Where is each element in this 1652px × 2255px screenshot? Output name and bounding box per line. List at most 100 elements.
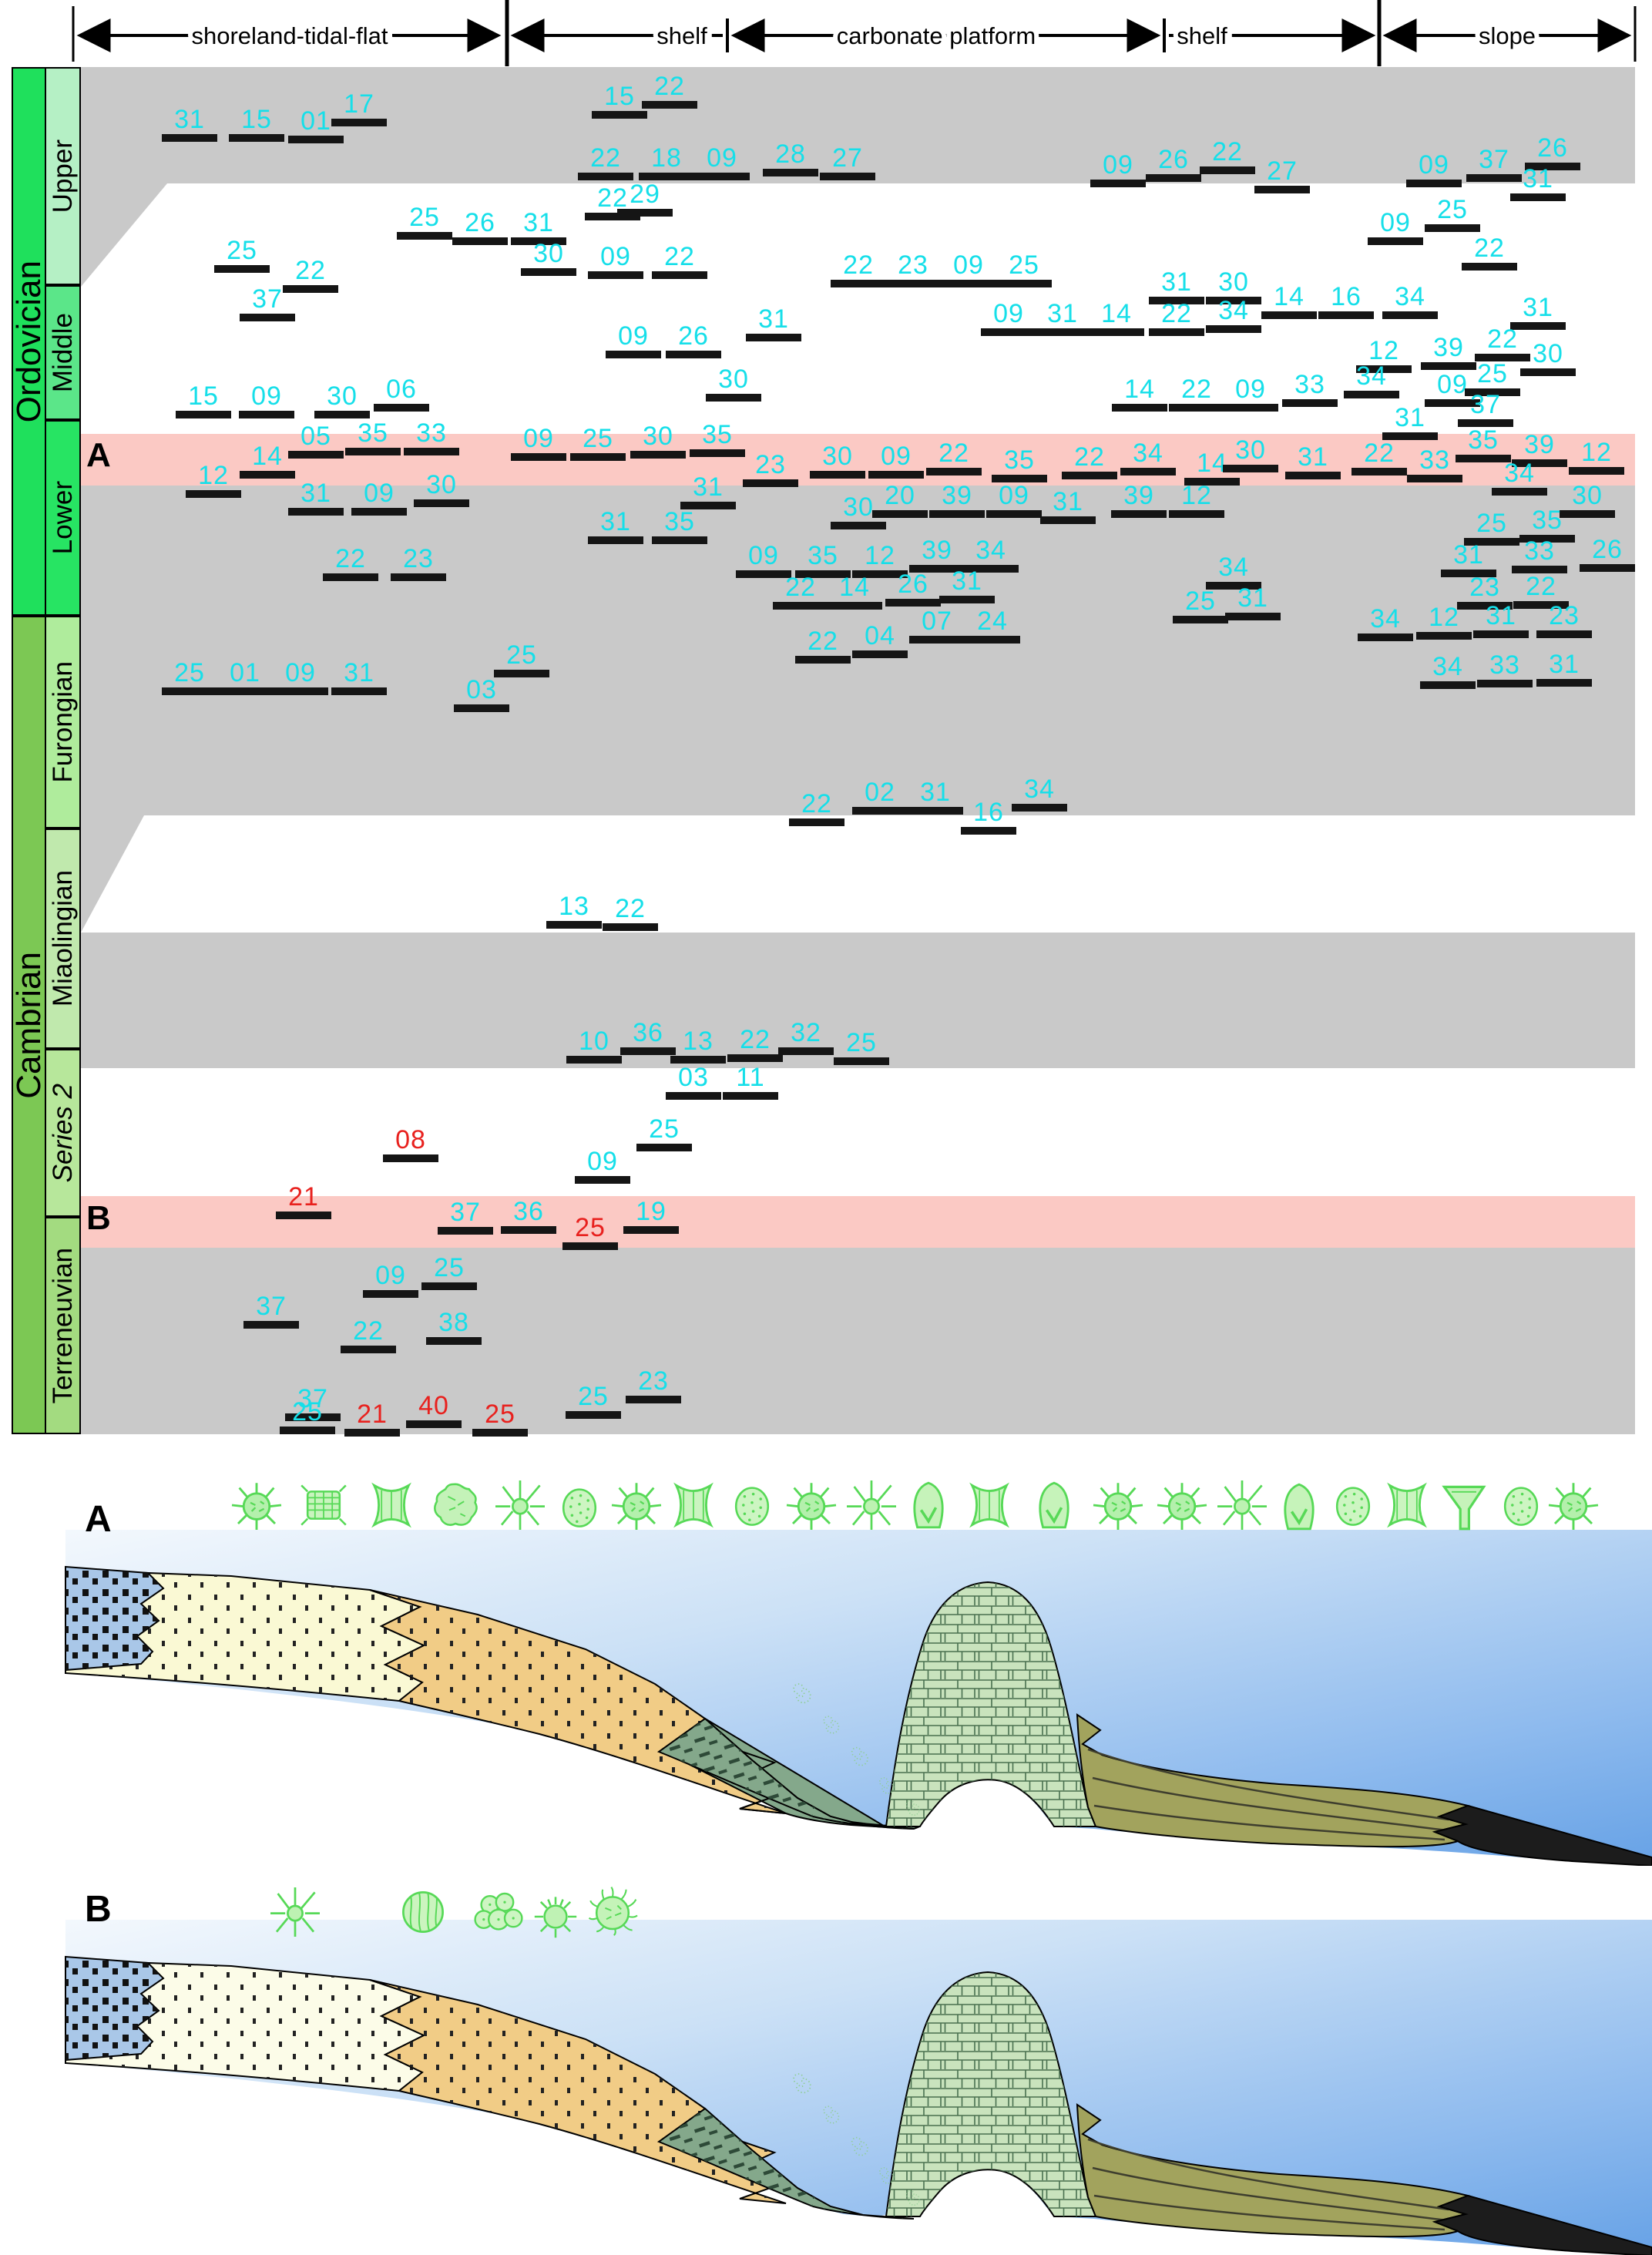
unit-miaolingian-label: Miaolingian [47,870,78,1007]
range-bar [690,449,745,457]
range-bar [872,510,928,518]
range-bar [620,1047,676,1055]
sample-range-marker: 22 [339,1318,398,1353]
range-bar [511,237,566,245]
range-bar [240,314,295,321]
sample-range-marker: 36 [619,1020,677,1055]
range-bar [404,448,459,455]
range-bar [929,510,985,518]
sample-range-marker: 18 [637,145,696,180]
range-bar [1120,468,1176,476]
sample-range-marker: 14 [1260,284,1318,319]
sample-range-marker: 22 [321,546,380,581]
gray-band-miaolingian [81,933,1635,1068]
land-profile-white [65,2062,1639,2255]
sample-range-marker: 30 [1221,437,1280,472]
range-bar [827,602,882,610]
sample-range-marker: 25 [1462,510,1521,546]
sample-range-marker: 14 [238,443,297,479]
range-bar [331,687,387,695]
range-bar [592,111,647,119]
sample-range-marker: 12 [1415,604,1473,640]
sample-range-marker: 23 [741,452,800,487]
slope-laminations [1087,1748,1453,1841]
range-bar [511,453,566,461]
sample-range-marker: 22 [794,628,852,664]
sample-range-marker: 22 [1147,301,1206,336]
sample-range-marker: 31 [679,474,737,509]
range-bar [1569,467,1624,475]
sample-range-marker: 36 [499,1198,558,1234]
range-bar [1318,311,1374,319]
range-bar [1510,322,1566,330]
sample-range-marker: 33 [1405,447,1464,482]
range-bar [1475,354,1530,361]
panel-a-icons [230,1479,1600,1531]
panel-b-label: B [85,1889,112,1930]
sample-range-marker: 10 [565,1028,623,1064]
range-bar [773,602,828,610]
range-bar [1382,432,1438,440]
granular-sphere-acritarch-icon [734,1487,770,1526]
range-bar [909,565,965,573]
unit-lower-label: Lower [47,481,78,555]
sample-range-marker: 38 [425,1309,483,1345]
sample-range-marker: 25 [832,1030,891,1065]
sample-range-marker: 32 [777,1020,835,1055]
sample-range-marker: 15 [174,383,233,418]
conical-acritarch-icon [913,1481,944,1529]
rayed-acritarch-icon [269,1886,321,1938]
range-bar [588,271,643,279]
sample-range-marker: 09 [509,425,568,461]
sample-range-marker: 25 [160,660,219,695]
unit-lower: Lower [45,420,81,616]
range-bar [374,404,429,412]
sample-range-marker: 34 [1204,554,1263,590]
range-bar [588,536,643,544]
sample-range-marker: 30 [629,423,687,459]
basin-black-unit [1432,2194,1652,2255]
net-vase-acritarch-icon [373,1484,410,1527]
sample-range-marker: 16 [959,799,1018,835]
env-label-shoreland: shoreland-tidal-flat [191,22,388,49]
range-bar [941,280,996,287]
sample-range-marker: 22 [576,145,635,180]
range-bar [1090,180,1146,187]
era-ordovician: Ordovician [10,67,48,616]
granular-sphere-acritarch-icon [1503,1487,1539,1526]
range-bar [288,136,344,143]
range-bar [926,468,982,476]
range-bar [965,636,1020,644]
range-bar [426,1337,482,1345]
sample-range-marker: 08 [381,1127,440,1162]
range-bar [1519,535,1575,543]
sample-range-marker: 09 [734,543,793,578]
sample-range-marker: 39 [1419,334,1478,370]
range-bar [344,1429,400,1437]
sample-range-marker: 30 [829,494,888,529]
sample-range-marker: 15 [590,83,649,119]
sample-range-marker: 37 [242,1293,301,1329]
granular-sphere-acritarch-icon [1335,1487,1371,1526]
unit-upper-label: Upper [47,139,78,213]
unit-terreneuvian: Terreneuvian [45,1217,81,1434]
unit-middle-label: Middle [47,312,78,393]
range-bar [383,1154,438,1162]
range-bar [575,1176,630,1184]
net-vase-acritarch-icon [971,1484,1008,1527]
sample-range-marker: 12 [1355,338,1413,373]
range-bar [834,1057,889,1065]
range-bar [723,1092,778,1100]
sample-range-marker: 09 [573,1148,632,1184]
range-bar [810,471,865,479]
sample-range-marker: 31 [330,660,388,695]
range-bar [1040,516,1096,524]
sample-range-marker: 09 [939,252,998,287]
range-bar [472,1429,528,1437]
sample-range-marker: 30 [1519,341,1577,376]
sample-range-marker: 22 [1060,444,1119,479]
sample-range-marker: 09 [1423,371,1482,407]
netted-box-acritarch-icon [300,1484,348,1526]
sample-range-marker: 39 [908,537,966,573]
